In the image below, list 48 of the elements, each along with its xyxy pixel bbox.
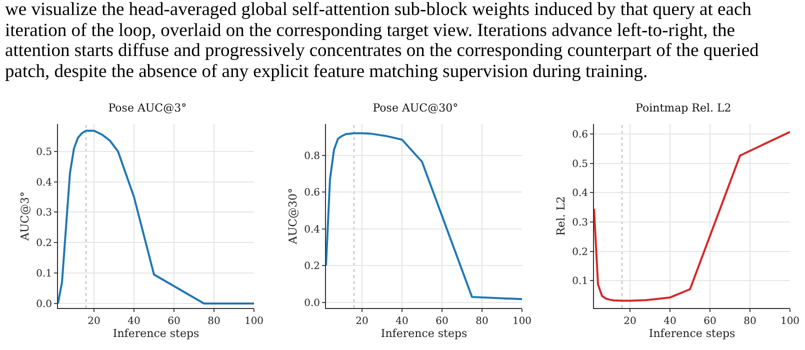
y-tick-label: 0.2: [36, 238, 52, 250]
line-series: [58, 130, 254, 304]
y-axis-title: Rel. L2: [554, 196, 568, 236]
y-tick-label: 0.2: [304, 261, 320, 272]
y-axis-title: AUC@3°: [18, 191, 32, 242]
line-series: [594, 130, 790, 302]
y-tick-label: 0.8: [304, 150, 320, 162]
chart-title: Pose AUC@3°: [108, 101, 187, 114]
x-tick-label: 80: [744, 316, 756, 327]
y-tick-label: 0.0: [36, 298, 52, 310]
y-tick-label: 0.1: [572, 276, 588, 287]
y-tick-label: 0.3: [36, 208, 52, 219]
x-tick-label: 60: [704, 316, 716, 327]
text: patch, despite the absence of any explicit feature matching supervision during training.: [5, 62, 649, 82]
y-tick-label: 0.6: [304, 188, 320, 199]
y-tick-label: 0.4: [572, 188, 588, 200]
x-tick-label: 60: [436, 316, 448, 327]
text: iteration of the loop, overlaid on the corresponding target view. Iterations advance left-to-right, the: [5, 20, 736, 41]
x-tick-label: 100: [244, 316, 264, 327]
x-tick-label: 20: [356, 316, 368, 327]
x-tick-label: 80: [476, 316, 488, 327]
chart-title: Pose AUC@30°: [372, 101, 458, 114]
x-tick-label: 80: [208, 316, 220, 327]
x-tick-label: 100: [780, 316, 800, 327]
chart-title: Pointmap Rel. L2: [636, 101, 732, 114]
y-tick-label: 0.0: [304, 298, 320, 309]
x-tick-label: 40: [128, 316, 140, 327]
y-tick-label: 0.4: [304, 224, 320, 236]
y-tick-label: 0.3: [572, 218, 588, 228]
x-tick-label: 100: [512, 316, 532, 327]
text: we visualize the head-averaged global self-attention sub-block weights induced by that query at each: [5, 0, 752, 20]
y-tick-label: 0.6: [572, 130, 588, 141]
y-tick-label: 0.2: [572, 246, 588, 258]
y-tick-label: 0.4: [36, 177, 52, 188]
line-series: [326, 132, 522, 300]
x-axis-title: Inference steps: [380, 327, 468, 340]
x-tick-label: 40: [396, 316, 408, 327]
y-axis-title: AUC@30°: [286, 188, 300, 246]
text: attention starts diffuse and progressively concentrates on the corresponding counterpart of the queried: [5, 41, 760, 62]
y-tick-label: 0.5: [36, 146, 52, 158]
x-tick-label: 20: [88, 316, 100, 327]
x-tick-label: 60: [168, 316, 180, 327]
x-tick-label: 40: [664, 316, 676, 327]
y-tick-label: 0.1: [36, 268, 52, 280]
x-axis-title: Inference steps: [112, 327, 200, 340]
y-tick-label: 0.5: [572, 158, 588, 170]
x-axis-title: Inference steps: [648, 327, 736, 340]
x-tick-label: 20: [624, 316, 636, 327]
